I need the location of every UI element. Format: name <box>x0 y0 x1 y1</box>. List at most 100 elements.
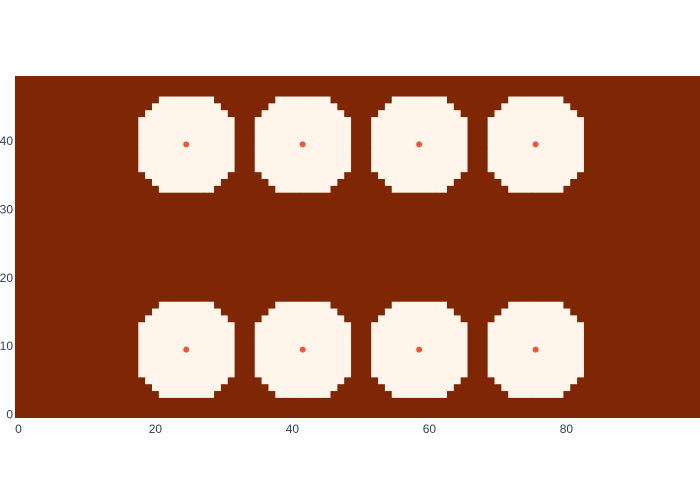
heatmap-cell <box>405 164 413 173</box>
heatmap-cell <box>549 356 557 364</box>
heatmap-cell <box>535 151 543 159</box>
heatmap-cell <box>569 130 578 138</box>
heatmap-cell <box>158 383 167 392</box>
heatmap-cell <box>494 164 502 173</box>
heatmap-cell <box>371 349 379 357</box>
heatmap-cell <box>515 185 523 193</box>
heatmap-cell <box>206 158 215 166</box>
heatmap-cell <box>432 315 441 323</box>
heatmap-cell <box>405 137 413 145</box>
heatmap-cell <box>138 130 146 138</box>
heatmap-cell <box>254 137 262 145</box>
heatmap-cell <box>398 137 406 145</box>
heatmap-cell <box>412 130 420 138</box>
heatmap-cell <box>542 117 550 125</box>
heatmap-cell <box>302 117 310 125</box>
heatmap-cell <box>330 376 338 385</box>
heatmap-cell <box>426 376 434 385</box>
heatmap-cell <box>145 137 153 145</box>
heatmap-cell <box>528 329 536 337</box>
heatmap-cell <box>289 137 297 145</box>
heatmap-cell <box>569 376 578 385</box>
heatmap-cell <box>378 164 386 173</box>
heatmap-cell <box>138 363 146 371</box>
heatmap-cell <box>282 376 290 385</box>
heatmap-cell <box>193 383 201 392</box>
heatmap-cell <box>227 117 235 125</box>
heatmap-cell <box>576 329 584 337</box>
heatmap-cell <box>556 110 564 118</box>
heatmap-cell <box>199 130 208 138</box>
heatmap-cell <box>330 356 338 364</box>
heatmap-cell <box>302 185 310 193</box>
heatmap-cell <box>556 96 564 104</box>
heatmap-cell <box>289 349 297 357</box>
heatmap-cell <box>179 322 187 330</box>
heatmap-cell <box>330 137 338 145</box>
center-marker-8 <box>532 346 539 353</box>
heatmap-cell <box>138 117 146 125</box>
heatmap-cell <box>336 144 345 152</box>
heatmap-cell <box>535 301 543 309</box>
heatmap-cell <box>412 315 420 323</box>
heatmap-cell <box>501 158 509 166</box>
heatmap-cell <box>378 151 386 159</box>
heatmap-cell <box>206 390 215 398</box>
heatmap-cell <box>521 322 530 330</box>
heatmap-cell <box>405 178 413 186</box>
heatmap-cell <box>165 117 173 125</box>
heatmap-cell <box>391 308 399 316</box>
heatmap-cell <box>206 335 215 344</box>
heatmap-cell <box>158 171 167 179</box>
heatmap-cell <box>494 144 502 152</box>
heatmap-cell <box>289 110 297 118</box>
heatmap-cell <box>261 164 269 173</box>
heatmap-cell <box>515 308 523 316</box>
heatmap-cell <box>419 363 427 371</box>
heatmap-cell <box>254 349 262 357</box>
heatmap-cell <box>213 356 221 364</box>
heatmap-cell <box>515 130 523 138</box>
heatmap-cell <box>289 144 297 152</box>
heatmap-cell <box>460 144 468 152</box>
heatmap-cell <box>199 349 208 357</box>
heatmap-cell <box>227 164 235 173</box>
heatmap-cell <box>508 158 516 166</box>
heatmap-cell <box>179 117 187 125</box>
heatmap-cell <box>254 117 262 125</box>
heatmap-cell <box>206 130 215 138</box>
heatmap-cell <box>261 158 269 166</box>
heatmap-cell <box>405 123 413 132</box>
heatmap-cell <box>576 322 584 330</box>
heatmap-cell <box>295 335 304 344</box>
heatmap-cell <box>186 137 194 145</box>
heatmap-cell <box>419 329 427 337</box>
heatmap-cell <box>412 376 420 385</box>
heatmap-cell <box>453 130 461 138</box>
heatmap-cell <box>453 315 461 323</box>
heatmap-cell <box>378 110 386 118</box>
heatmap-cell <box>405 363 413 371</box>
heatmap-cell <box>378 349 386 357</box>
heatmap-cell <box>549 349 557 357</box>
heatmap-cell <box>193 322 201 330</box>
heatmap-cell <box>426 130 434 138</box>
heatmap-cell <box>446 123 454 132</box>
heatmap-cell <box>309 383 317 392</box>
heatmap-cell <box>179 123 187 132</box>
heatmap-cell <box>186 356 194 364</box>
heatmap-cell <box>535 123 543 132</box>
heatmap-cell <box>282 137 290 145</box>
heatmap-cell <box>460 349 468 357</box>
heatmap-cell <box>501 171 509 179</box>
heatmap-cell <box>419 390 427 398</box>
heatmap-cell <box>412 164 420 173</box>
heatmap-cell <box>535 370 543 378</box>
heatmap-cell <box>302 130 310 138</box>
heatmap-cell <box>199 158 208 166</box>
heatmap-cell <box>576 363 584 371</box>
heatmap-cell <box>398 349 406 357</box>
heatmap-cell <box>179 144 187 152</box>
heatmap-cell <box>309 342 317 350</box>
heatmap-cell <box>556 308 564 316</box>
